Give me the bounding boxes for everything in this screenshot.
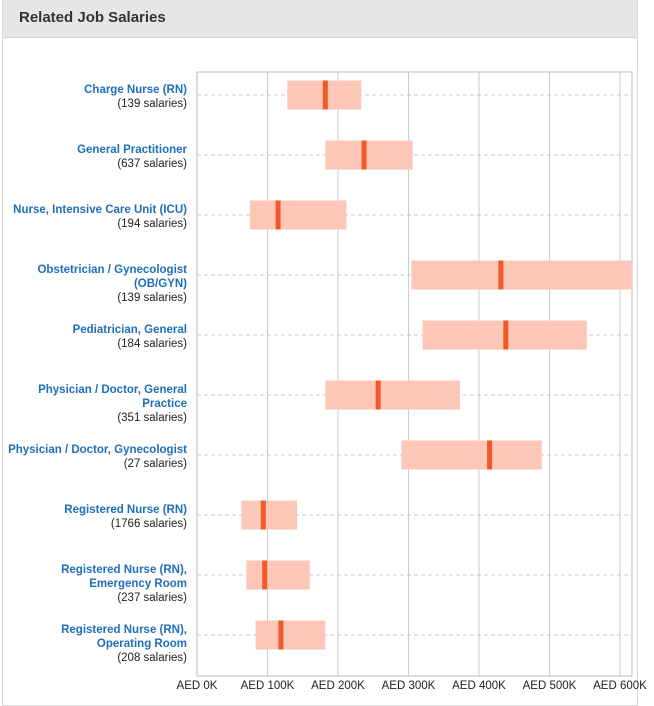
related-job-salaries-panel: Related Job Salaries: [2, 0, 638, 706]
plot-frame: [196, 71, 633, 677]
job-title-link[interactable]: Nurse, Intensive Care Unit (ICU): [13, 204, 187, 216]
x-tick-label: AED 400K: [452, 680, 506, 692]
job-label: Registered Nurse (RN) (1766 salaries): [7, 503, 187, 531]
salary-count: (139 salaries): [117, 98, 187, 110]
salary-count: (637 salaries): [117, 158, 187, 170]
x-tick-label: AED 0K: [177, 680, 218, 692]
salary-range-bar: [411, 260, 632, 290]
job-label: Physician / Doctor, General Practice (351…: [7, 383, 187, 425]
panel-title: Related Job Salaries: [19, 9, 166, 26]
job-title-link[interactable]: Pediatrician, General: [72, 324, 187, 336]
median-marker: [262, 560, 268, 590]
panel-header: Related Job Salaries: [3, 0, 637, 38]
job-title-link[interactable]: Registered Nurse (RN), Emergency Room: [61, 564, 187, 590]
salary-count: (237 salaries): [117, 592, 187, 604]
job-title-link[interactable]: Registered Nurse (RN): [64, 504, 187, 516]
x-tick-label: AED 200K: [311, 680, 365, 692]
median-marker: [361, 140, 367, 170]
salary-range-bar: [325, 140, 413, 170]
job-label: Physician / Doctor, Gynecologist (27 sala…: [7, 443, 187, 471]
median-marker: [260, 500, 266, 530]
median-marker: [375, 380, 381, 410]
salary-count: (27 salaries): [123, 458, 187, 470]
median-marker: [275, 200, 281, 230]
job-label: Charge Nurse (RN) (139 salaries): [7, 83, 187, 111]
median-marker: [498, 260, 504, 290]
job-title-link[interactable]: Registered Nurse (RN), Operating Room: [61, 624, 187, 650]
salary-range-bar: [246, 560, 310, 590]
salary-range-bar: [241, 500, 298, 530]
salary-count: (351 salaries): [117, 412, 187, 424]
median-marker: [322, 80, 328, 110]
job-label: Pediatrician, General (184 salaries): [7, 323, 187, 351]
x-tick-label: AED 300K: [382, 680, 436, 692]
median-marker: [487, 440, 493, 470]
job-title-link[interactable]: Physician / Doctor, Gynecologist: [8, 444, 187, 456]
salary-count: (194 salaries): [117, 218, 187, 230]
job-title-link[interactable]: Charge Nurse (RN): [84, 84, 187, 96]
salary-range-bar: [325, 380, 460, 410]
job-label: Nurse, Intensive Care Unit (ICU) (194 sal…: [7, 203, 187, 231]
median-marker: [278, 620, 284, 650]
salary-count: (184 salaries): [117, 338, 187, 350]
job-title-link[interactable]: Physician / Doctor, General Practice: [38, 384, 187, 410]
salary-range-bar: [255, 620, 326, 650]
job-title-link[interactable]: Obstetrician / Gynecologist (OB/GYN): [37, 264, 187, 290]
job-label: General Practitioner (637 salaries): [7, 143, 187, 171]
salary-range-bar: [249, 200, 347, 230]
job-label: Obstetrician / Gynecologist (OB/GYN) (139…: [7, 263, 187, 305]
median-marker: [503, 320, 509, 350]
x-tick-label: AED 600K: [593, 680, 647, 692]
salary-count: (1766 salaries): [110, 518, 187, 530]
salary-count: (208 salaries): [117, 652, 187, 664]
job-label: Registered Nurse (RN), Operating Room (20…: [7, 623, 187, 665]
salary-range-bar: [401, 440, 542, 470]
job-label: Registered Nurse (RN), Emergency Room (23…: [7, 563, 187, 605]
job-title-link[interactable]: General Practitioner: [77, 144, 187, 156]
salary-count: (139 salaries): [117, 292, 187, 304]
x-tick-label: AED 500K: [523, 680, 577, 692]
x-tick-label: AED 100K: [241, 680, 295, 692]
